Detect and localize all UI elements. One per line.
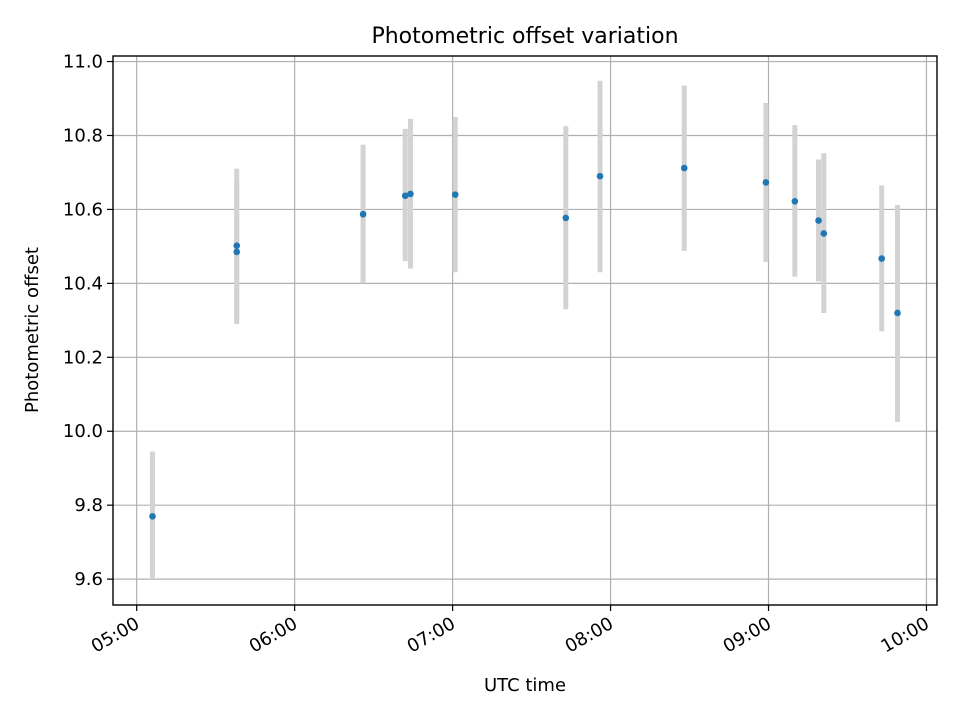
grid (113, 56, 937, 605)
y-tick-label: 9.8 (74, 495, 103, 516)
data-point (762, 179, 770, 186)
x-axis-label: UTC time (484, 675, 566, 696)
plot-frame (112, 55, 938, 606)
y-tick-label: 10.2 (63, 347, 103, 368)
y-axis-label: Photometric offset (22, 247, 43, 413)
y-tick-label: 11.0 (63, 52, 103, 73)
y-tick-label: 10.0 (63, 421, 103, 442)
data-points (149, 164, 901, 520)
data-point (596, 172, 604, 180)
y-axis-ticks: 9.6 9.8 10.0 10.2 10.4 10.6 10.8 11.0 (63, 52, 113, 590)
data-point (562, 214, 570, 222)
data-point (791, 197, 799, 205)
y-tick-label: 9.6 (74, 569, 103, 590)
data-point (407, 190, 414, 198)
y-tick-label: 10.4 (63, 273, 103, 294)
y-tick-label: 10.6 (63, 199, 103, 220)
data-point (233, 242, 241, 249)
data-point (233, 248, 241, 256)
data-point (401, 192, 409, 200)
data-point (359, 210, 367, 218)
data-point (878, 255, 886, 262)
data-point (451, 191, 459, 198)
data-point (894, 309, 901, 317)
data-point (815, 217, 822, 224)
data-point (820, 230, 828, 237)
data-point (149, 512, 156, 520)
chart-title: Photometric offset variation (371, 24, 678, 49)
y-tick-label: 10.8 (63, 125, 103, 146)
data-point (680, 164, 688, 172)
